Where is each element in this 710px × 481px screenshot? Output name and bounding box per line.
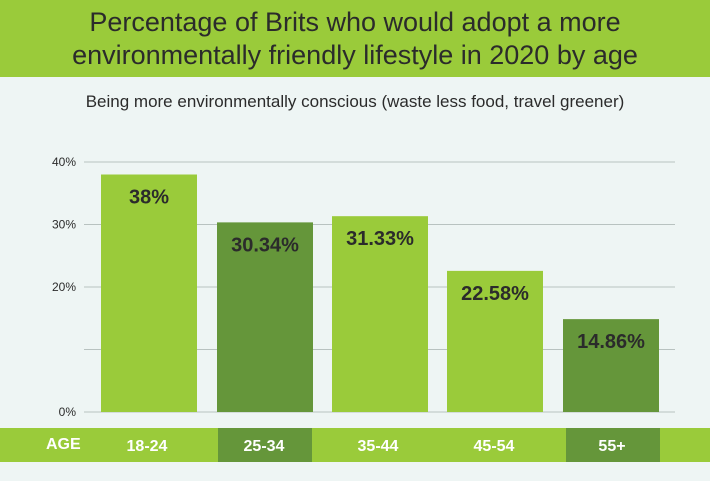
bar: [563, 319, 659, 412]
bar: [332, 216, 428, 412]
x-tick-label: 25-34: [244, 438, 285, 455]
y-tick-label: 30%: [52, 218, 76, 232]
category-cell: [218, 428, 312, 462]
x-tick-label: 35-44: [358, 438, 399, 455]
bar: [447, 270, 543, 412]
x-axis-label: AGE: [46, 436, 81, 453]
data-label: 38%: [129, 187, 169, 209]
category-cell: [566, 428, 660, 462]
title-band: Percentage of Brits who would adopt a mo…: [0, 0, 710, 77]
data-label: 30.34%: [231, 234, 299, 256]
data-label: 14.86%: [577, 331, 645, 353]
x-tick-label: 55+: [598, 438, 625, 455]
data-label: 31.33%: [346, 228, 414, 250]
bar: [217, 222, 313, 412]
y-tick-label: 40%: [52, 155, 76, 169]
x-tick-label: 18-24: [127, 438, 168, 455]
bar: [101, 174, 197, 412]
chart-subtitle: Being more environmentally conscious (wa…: [85, 92, 625, 111]
chart-title: Percentage of Brits who would adopt a mo…: [72, 6, 638, 70]
data-label: 22.58%: [461, 283, 529, 305]
y-tick-label: 20%: [52, 280, 76, 294]
y-tick-label: 0%: [59, 405, 77, 419]
x-tick-label: 45-54: [474, 438, 515, 455]
